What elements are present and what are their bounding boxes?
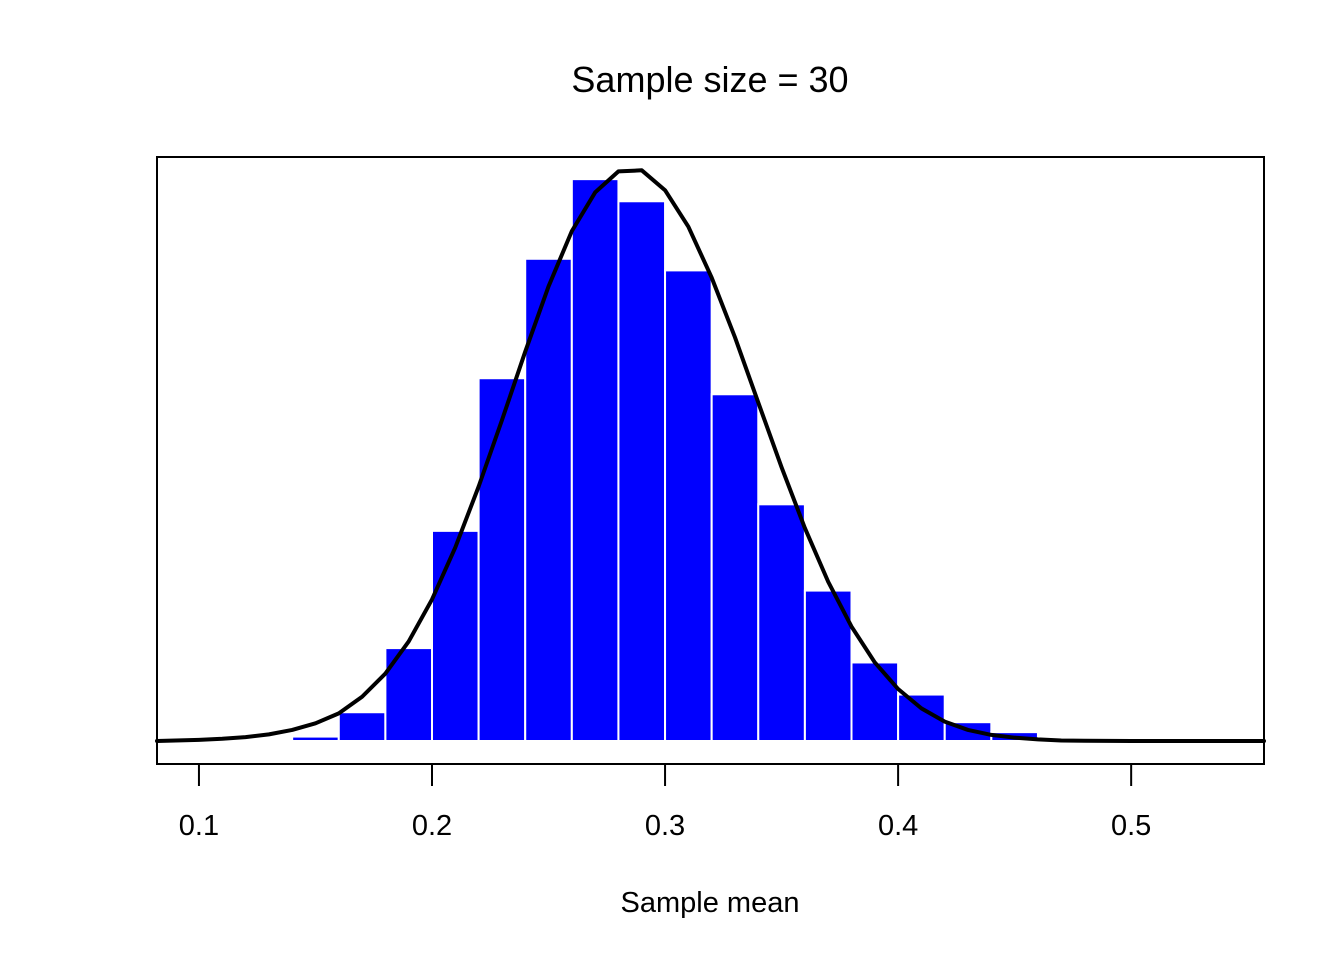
histogram-bar [850,661,900,742]
x-tick-label: 0.1 [179,810,219,842]
histogram-bar [757,503,806,742]
histogram-bar [617,200,667,742]
x-tick-label: 0.4 [878,810,918,842]
chart-title: Sample size = 30 [571,59,848,100]
histogram-bar [477,377,527,742]
histogram-bar [291,735,340,743]
x-tick-label: 0.2 [412,810,452,842]
histogram-bar [570,178,620,742]
histogram-bar [431,529,480,742]
histogram-bar [524,257,573,742]
x-tick-label: 0.5 [1111,810,1151,842]
histogram-bars [291,178,1039,743]
x-tick-label: 0.3 [645,810,685,842]
x-axis-label: Sample mean [621,887,800,919]
histogram-bar [664,269,713,742]
density-curve [155,168,1266,743]
histogram-bar [710,393,760,742]
x-axis: 0.1 0.2 0.3 0.4 0.5 [179,763,1151,842]
density-curve-group [155,168,1266,743]
histogram-bar [384,647,434,742]
histogram-bar [337,711,387,742]
